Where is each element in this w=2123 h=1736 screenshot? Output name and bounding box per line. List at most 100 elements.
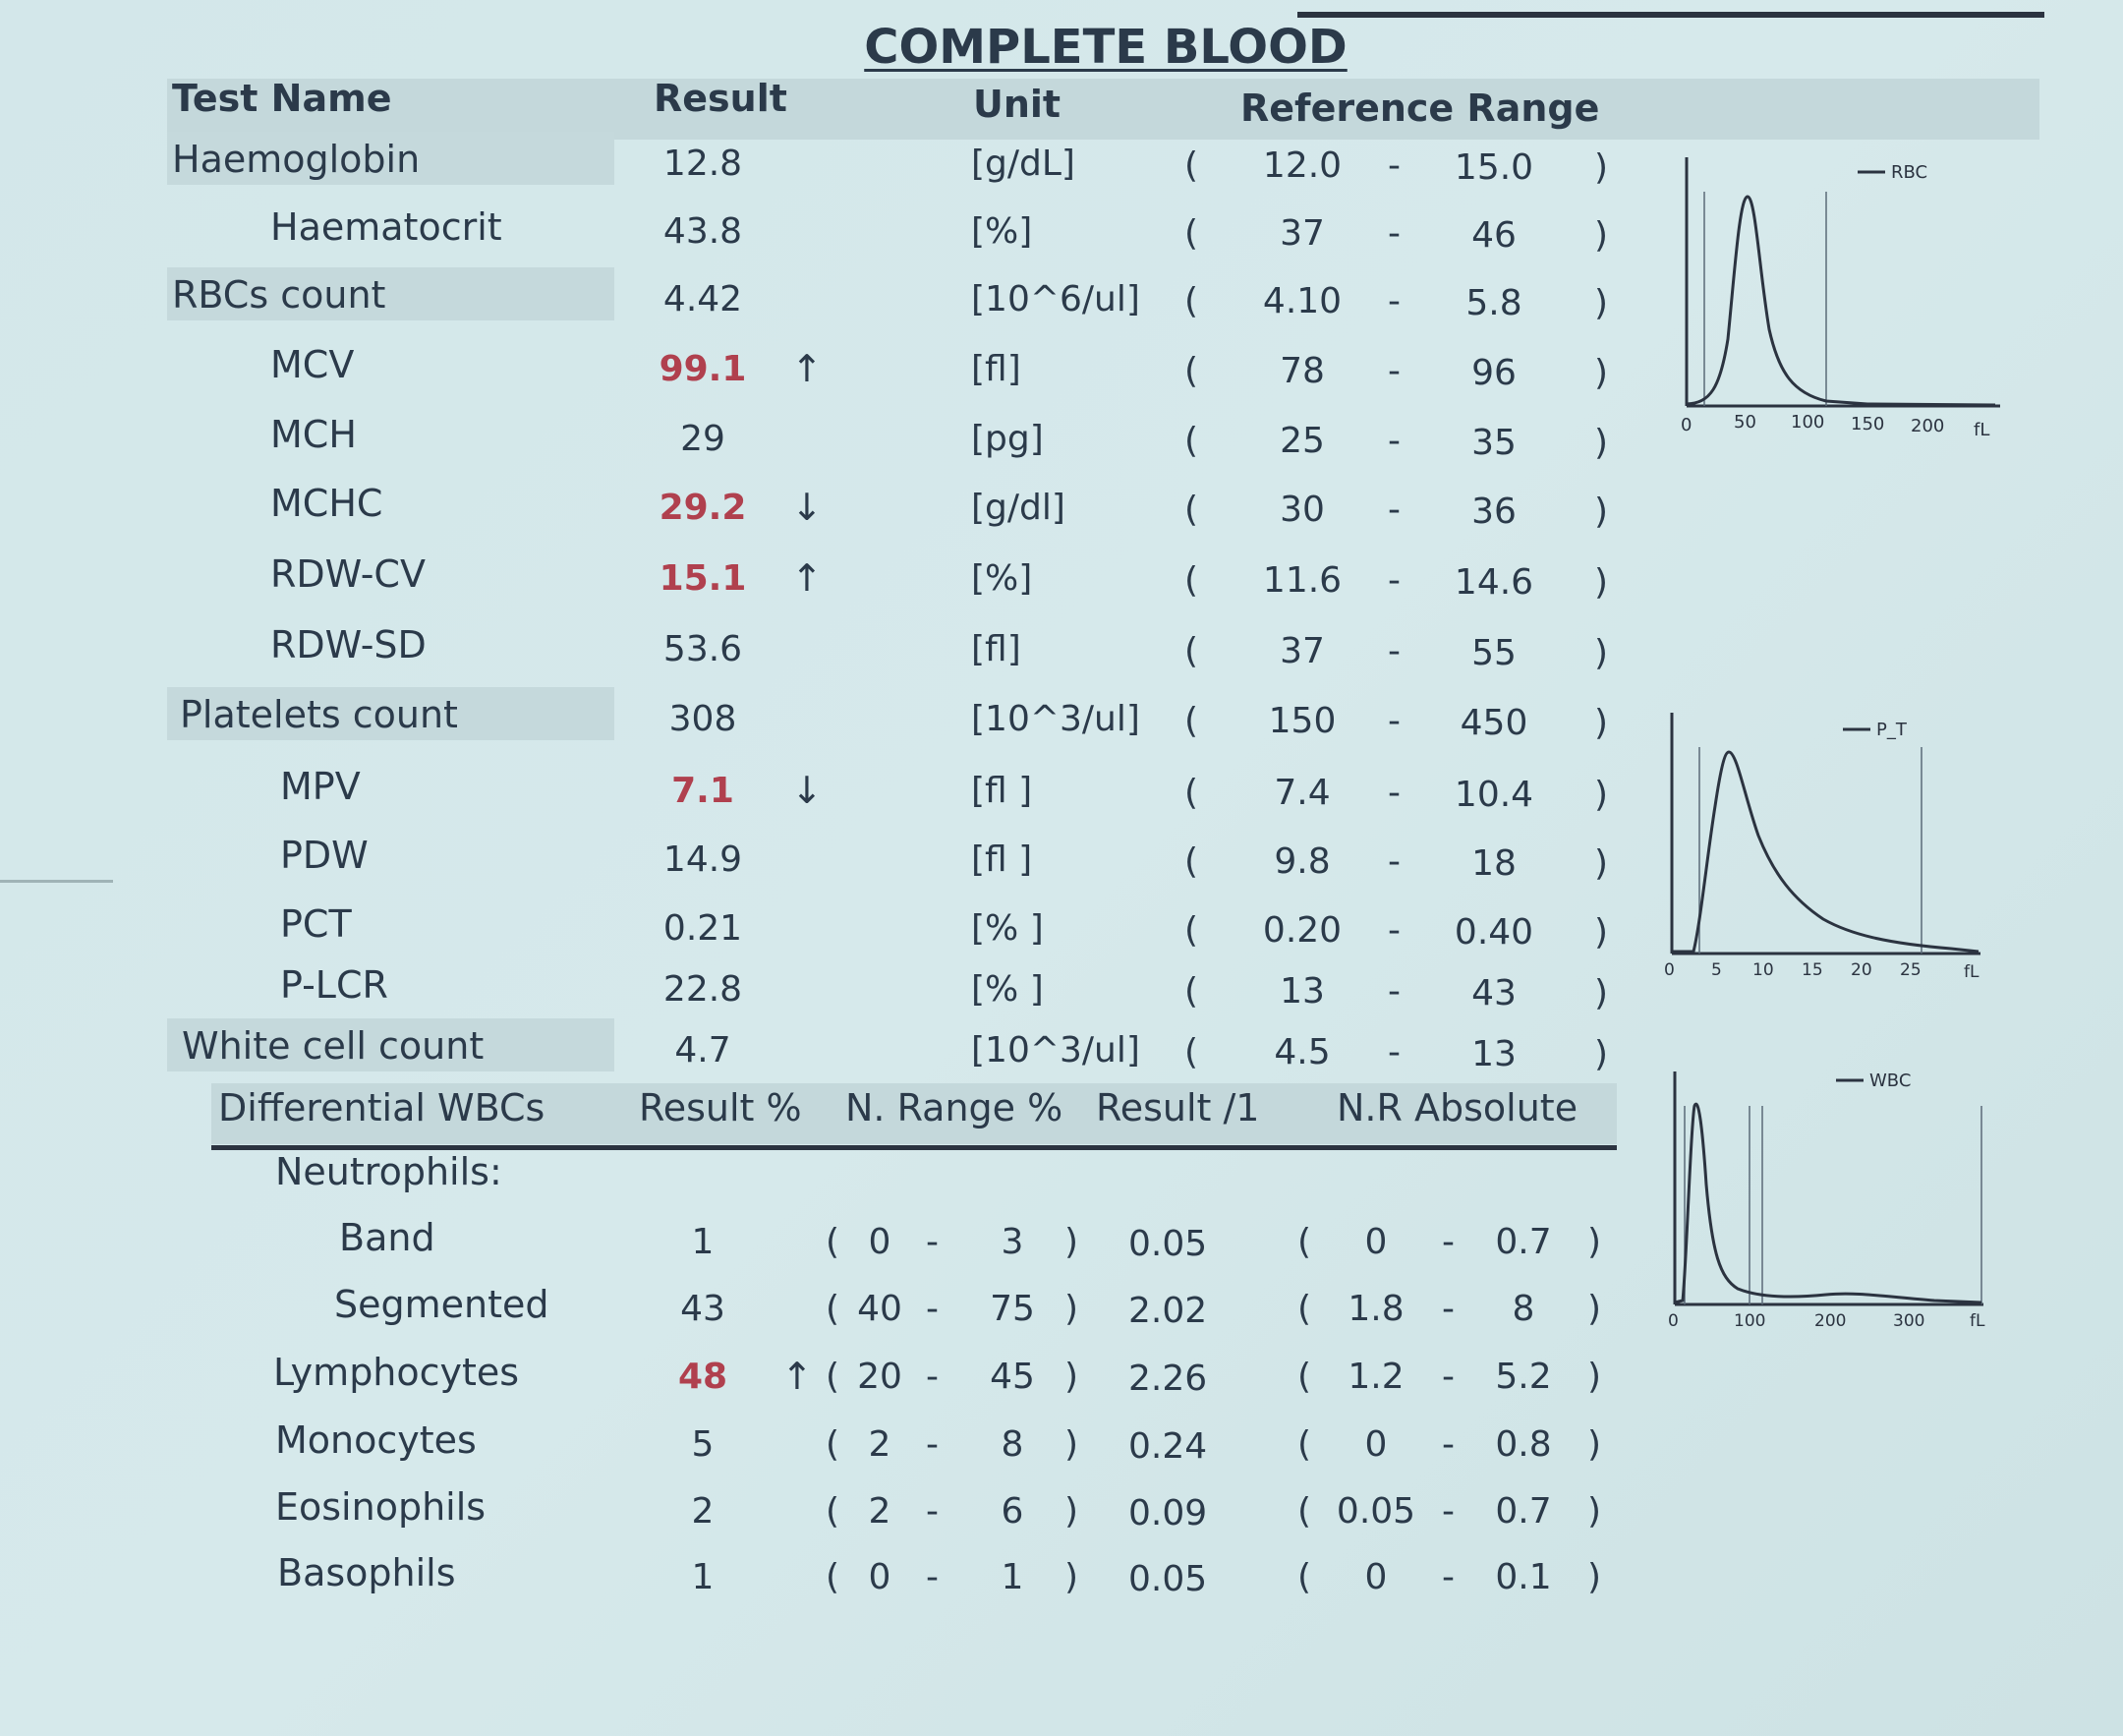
diff-abs-low: 0 xyxy=(1364,1557,1388,1597)
diff-abs-high: 5.2 xyxy=(1495,1357,1552,1397)
plt-legend: P_T xyxy=(1876,720,1908,740)
range-high: 35 xyxy=(1471,423,1517,463)
range-open-paren: ( xyxy=(1184,841,1199,882)
test-name: P-LCR xyxy=(280,963,388,1007)
neutrophils-label: Neutrophils: xyxy=(275,1150,502,1193)
range-dash: - xyxy=(1442,1222,1455,1262)
diff-name: Band xyxy=(339,1216,435,1259)
range-low: 9.8 xyxy=(1274,841,1331,882)
group-band xyxy=(167,687,614,740)
range-open-paren: ( xyxy=(1184,421,1199,461)
range-close-paren: ) xyxy=(1594,147,1609,188)
range-open-paren: ( xyxy=(1184,971,1199,1012)
diff-abs-high: 0.1 xyxy=(1495,1557,1552,1597)
group-band xyxy=(167,1018,614,1071)
diff-range-high: 45 xyxy=(990,1357,1035,1397)
range-open-paren: ( xyxy=(826,1491,840,1532)
group-band xyxy=(167,132,614,185)
range-open-paren: ( xyxy=(1184,351,1199,391)
range-open-paren: ( xyxy=(1297,1289,1312,1329)
diff-abs-high: 8 xyxy=(1512,1289,1535,1329)
range-open-paren: ( xyxy=(826,1424,840,1465)
range-dash: - xyxy=(1388,631,1401,671)
result-flag: ↓ xyxy=(791,486,823,529)
test-name: Haematocrit xyxy=(270,205,502,249)
test-unit: [g/dL] xyxy=(971,144,1075,184)
diff-abs-low: 0 xyxy=(1364,1222,1388,1262)
test-unit: [% ] xyxy=(971,969,1044,1010)
diff-abs-low: 0.05 xyxy=(1336,1491,1416,1532)
test-unit: [%] xyxy=(971,558,1033,599)
test-name: PCT xyxy=(280,902,352,946)
range-dash: - xyxy=(1442,1491,1455,1532)
test-name: MCHC xyxy=(270,482,383,525)
test-result: 4.42 xyxy=(662,279,743,319)
plt-tick: 5 xyxy=(1711,960,1722,980)
range-close-paren: ) xyxy=(1587,1424,1602,1465)
range-high: 15.0 xyxy=(1454,147,1534,188)
test-result: 29 xyxy=(680,419,725,459)
diff-header-rule xyxy=(211,1145,1617,1150)
diff-result-pct: 1 xyxy=(691,1222,715,1262)
range-open-paren: ( xyxy=(1184,773,1199,813)
test-name: Platelets count xyxy=(180,693,458,736)
rbc-tick: 100 xyxy=(1791,412,1824,433)
range-low: 37 xyxy=(1280,631,1325,671)
range-high: 46 xyxy=(1471,215,1517,256)
range-dash: - xyxy=(1388,910,1401,951)
test-unit: [10^3/ul] xyxy=(971,1030,1140,1071)
range-open-paren: ( xyxy=(1297,1491,1312,1532)
range-high: 18 xyxy=(1471,843,1517,884)
wbc-tick: 300 xyxy=(1893,1311,1924,1331)
range-dash: - xyxy=(1388,1032,1401,1072)
diff-name: Monocytes xyxy=(275,1418,477,1462)
range-dash: - xyxy=(1442,1289,1455,1329)
range-close-paren: ) xyxy=(1594,973,1609,1013)
plt-tick: 20 xyxy=(1851,960,1872,980)
range-open-paren: ( xyxy=(1184,560,1199,601)
diff-result-pct: 43 xyxy=(680,1289,725,1329)
wbc-histogram: WBC 0 100 200 300 fL xyxy=(1659,1067,1993,1342)
range-close-paren: ) xyxy=(1594,912,1609,953)
rbc-legend: RBC xyxy=(1891,162,1927,183)
diff-result-abs: 2.02 xyxy=(1128,1291,1208,1331)
top-rule xyxy=(1297,12,2044,18)
range-close-paren: ) xyxy=(1594,775,1609,815)
wbc-tick: 200 xyxy=(1814,1311,1846,1331)
plt-tick: 25 xyxy=(1900,960,1922,980)
range-dash: - xyxy=(926,1222,939,1262)
range-open-paren: ( xyxy=(826,1557,840,1597)
test-unit: [fl] xyxy=(971,349,1021,389)
plt-tick: fL xyxy=(1964,962,1980,982)
range-high: 14.6 xyxy=(1454,562,1534,603)
range-dash: - xyxy=(1388,971,1401,1012)
range-dash: - xyxy=(1388,281,1401,321)
range-low: 30 xyxy=(1280,490,1325,530)
diff-result-abs: 0.24 xyxy=(1128,1426,1208,1467)
range-low: 78 xyxy=(1280,351,1325,391)
diff-range-low: 40 xyxy=(857,1289,902,1329)
diff-range-low: 20 xyxy=(857,1357,902,1397)
plt-tick: 10 xyxy=(1752,960,1774,980)
range-close-paren: ) xyxy=(1064,1357,1079,1397)
range-close-paren: ) xyxy=(1594,1034,1609,1074)
diff-header-nr-absolute: N.R Absolute xyxy=(1337,1086,1578,1129)
range-dash: - xyxy=(1388,841,1401,882)
test-unit: [fl ] xyxy=(971,839,1033,880)
test-unit: [g/dl] xyxy=(971,488,1065,528)
diff-header-band xyxy=(211,1083,1617,1144)
range-open-paren: ( xyxy=(1184,1032,1199,1072)
range-close-paren: ) xyxy=(1064,1557,1079,1597)
diff-name: Lymphocytes xyxy=(273,1351,520,1394)
test-name: PDW xyxy=(280,834,369,877)
test-unit: [%] xyxy=(971,211,1033,252)
range-high: 5.8 xyxy=(1465,283,1522,323)
range-dash: - xyxy=(926,1557,939,1597)
range-open-paren: ( xyxy=(1184,910,1199,951)
range-open-paren: ( xyxy=(1297,1557,1312,1597)
test-result: 53.6 xyxy=(662,629,743,669)
range-high: 43 xyxy=(1471,973,1517,1013)
range-low: 4.5 xyxy=(1274,1032,1331,1072)
range-close-paren: ) xyxy=(1594,703,1609,743)
test-unit: [% ] xyxy=(971,908,1044,949)
